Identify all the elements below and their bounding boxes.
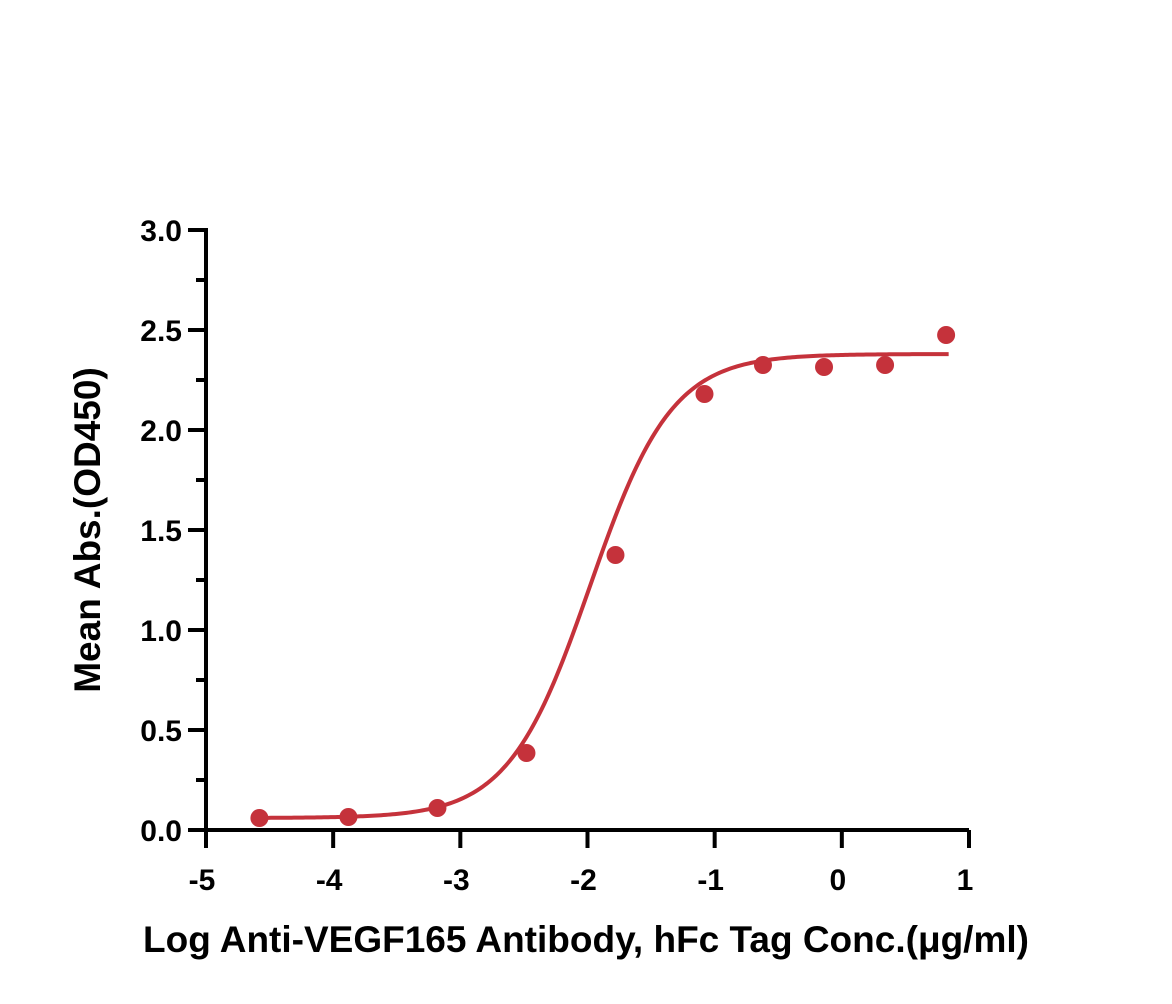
x-tick-label: 0 xyxy=(829,864,846,897)
data-point xyxy=(937,326,956,344)
y-tick-label: 0.0 xyxy=(140,815,182,848)
data-point xyxy=(428,799,447,817)
y-tick-label: 3.0 xyxy=(140,215,182,248)
data-point xyxy=(606,546,625,564)
data-point xyxy=(753,356,772,374)
y-tick-label: 0.5 xyxy=(140,715,182,748)
data-point xyxy=(876,356,895,374)
x-tick-label: 1 xyxy=(957,864,974,897)
data-point xyxy=(517,744,536,762)
y-tick-label: 1.0 xyxy=(140,615,182,648)
x-tick-label: -1 xyxy=(697,864,724,897)
y-axis-title: Mean Abs.(OD450) xyxy=(67,367,108,693)
x-axis-ticks: -5 -4 -3 -2 -1 0 1 xyxy=(189,830,974,897)
data-point xyxy=(250,809,269,827)
axes xyxy=(204,228,969,832)
x-axis-title: Log Anti-VEGF165 Antibody, hFc Tag Conc.… xyxy=(143,919,1029,960)
y-axis-ticks: 0.0 0.5 1.0 1.5 2.0 2.5 3.0 xyxy=(140,215,206,848)
data-point xyxy=(695,385,714,403)
y-tick-label: 2.0 xyxy=(140,415,182,448)
fit-curve xyxy=(259,352,949,820)
data-point xyxy=(339,808,358,826)
x-tick-label: -3 xyxy=(443,864,470,897)
y-tick-label: 2.5 xyxy=(140,315,182,348)
x-tick-label: -4 xyxy=(316,864,343,897)
x-tick-label: -5 xyxy=(189,864,216,897)
y-tick-label: 1.5 xyxy=(140,515,182,548)
data-point xyxy=(815,358,834,376)
data-points xyxy=(250,326,956,827)
x-tick-label: -2 xyxy=(570,864,597,897)
